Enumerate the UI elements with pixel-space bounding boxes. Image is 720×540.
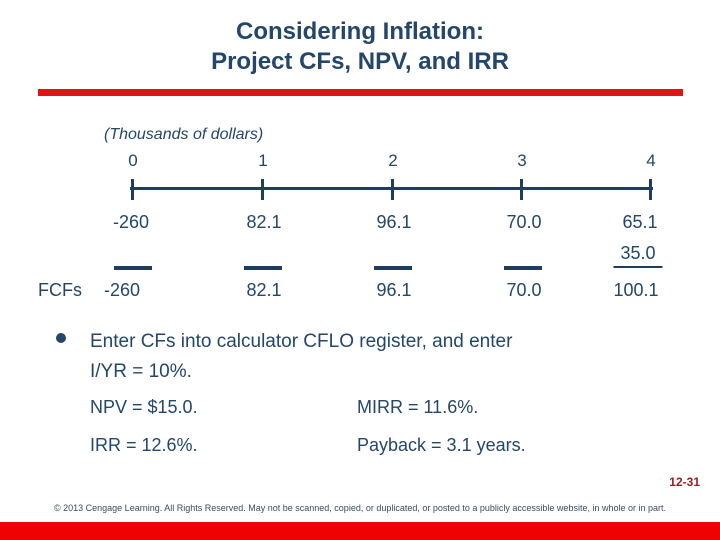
timeline-units-caption: (Thousands of dollars) xyxy=(104,126,264,143)
fcf-value-4: 100.1 xyxy=(613,280,659,300)
fcf-value-0: -260 xyxy=(103,280,141,300)
irr-result: IRR = 12.6%. xyxy=(90,435,198,455)
timeline-tickmark-3 xyxy=(520,179,523,200)
timeline-period-label-1: 1 xyxy=(258,151,268,170)
fcf-value-2: 96.1 xyxy=(376,280,412,300)
timeline-tickmark-0 xyxy=(131,179,134,200)
sum-line-1 xyxy=(244,266,282,270)
terminal-addition-value: 35.0 xyxy=(613,243,663,268)
cash-flow-value-2: 96.1 xyxy=(376,212,412,232)
bullet-text-line-1: Enter CFs into calculator CFLO register,… xyxy=(90,331,513,352)
timeline-tickmark-2 xyxy=(391,179,394,200)
cash-flow-value-0: -260 xyxy=(112,212,150,232)
mirr-result: MIRR = 11.6%. xyxy=(357,397,479,417)
title-divider-rule xyxy=(38,89,683,96)
timeline-period-label-3: 3 xyxy=(517,151,527,170)
timeline-tickmark-1 xyxy=(261,179,264,200)
bottom-accent-bar xyxy=(0,522,720,540)
fcf-row-label: FCFs xyxy=(38,280,82,300)
timeline-period-label-4: 4 xyxy=(646,151,656,170)
slide-page-number: 12-31 xyxy=(669,475,700,489)
sum-line-3 xyxy=(504,266,542,270)
copyright-notice: © 2013 Cengage Learning. All Rights Rese… xyxy=(54,503,666,513)
sum-line-2 xyxy=(374,266,412,270)
timeline-period-label-0: 0 xyxy=(128,151,138,170)
cash-flow-value-1: 82.1 xyxy=(246,212,282,232)
cash-flow-value-4: 65.1 xyxy=(622,212,658,232)
timeline-period-label-2: 2 xyxy=(388,151,398,170)
bullet-text: Enter CFs into calculator CFLO register,… xyxy=(90,327,650,387)
npv-result: NPV = $15.0. xyxy=(90,397,198,417)
cash-flow-value-3: 70.0 xyxy=(506,212,542,232)
bullet-marker xyxy=(56,333,66,343)
bullet-text-line-2: I/YR = 10%. xyxy=(90,361,192,382)
sum-line-0 xyxy=(114,266,152,270)
fcf-value-3: 70.0 xyxy=(506,280,542,300)
slide-title-line-2: Project CFs, NPV, and IRR xyxy=(211,48,509,75)
fcf-value-1: 82.1 xyxy=(246,280,282,300)
slide-title: Considering Inflation: Project CFs, NPV,… xyxy=(0,17,720,77)
timeline-tickmark-4 xyxy=(649,179,652,200)
slide-title-line-1: Considering Inflation: xyxy=(236,18,484,45)
payback-result: Payback = 3.1 years. xyxy=(357,435,526,455)
